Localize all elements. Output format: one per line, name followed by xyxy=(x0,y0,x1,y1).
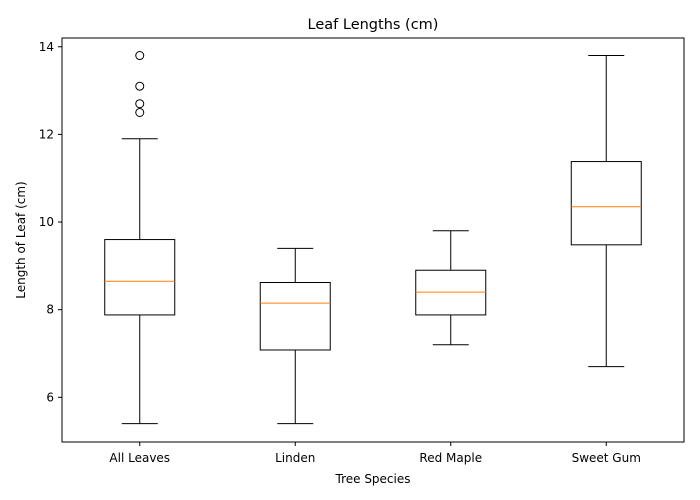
outlier-point xyxy=(135,81,145,91)
y-tick-label: 6 xyxy=(46,390,54,404)
outlier-point xyxy=(135,107,145,117)
y-tick-label: 14 xyxy=(39,40,54,54)
plot-area: 6 8 10 12 14 All Leaves Linden Red Maple Sweet G… xyxy=(39,40,642,465)
y-tick-label: 10 xyxy=(39,215,54,229)
y-tick-label: 8 xyxy=(46,303,54,317)
iqr-box xyxy=(259,282,331,351)
y-tick-label: 12 xyxy=(39,127,54,141)
axes-frame xyxy=(61,37,685,443)
x-tick-label: Linden xyxy=(275,451,315,465)
iqr-box xyxy=(570,161,642,246)
iqr-box xyxy=(104,239,176,316)
outlier-point xyxy=(135,99,145,109)
y-axis-label: Length of Leaf (cm) xyxy=(14,181,28,299)
outlier-point xyxy=(135,51,145,61)
chart-title: Leaf Lengths (cm) xyxy=(308,17,439,33)
x-axis-label: Tree Species xyxy=(335,472,411,486)
x-tick-label: All Leaves xyxy=(109,451,170,465)
x-tick-label: Sweet Gum xyxy=(572,451,641,465)
x-tick-label: Red Maple xyxy=(419,451,482,465)
